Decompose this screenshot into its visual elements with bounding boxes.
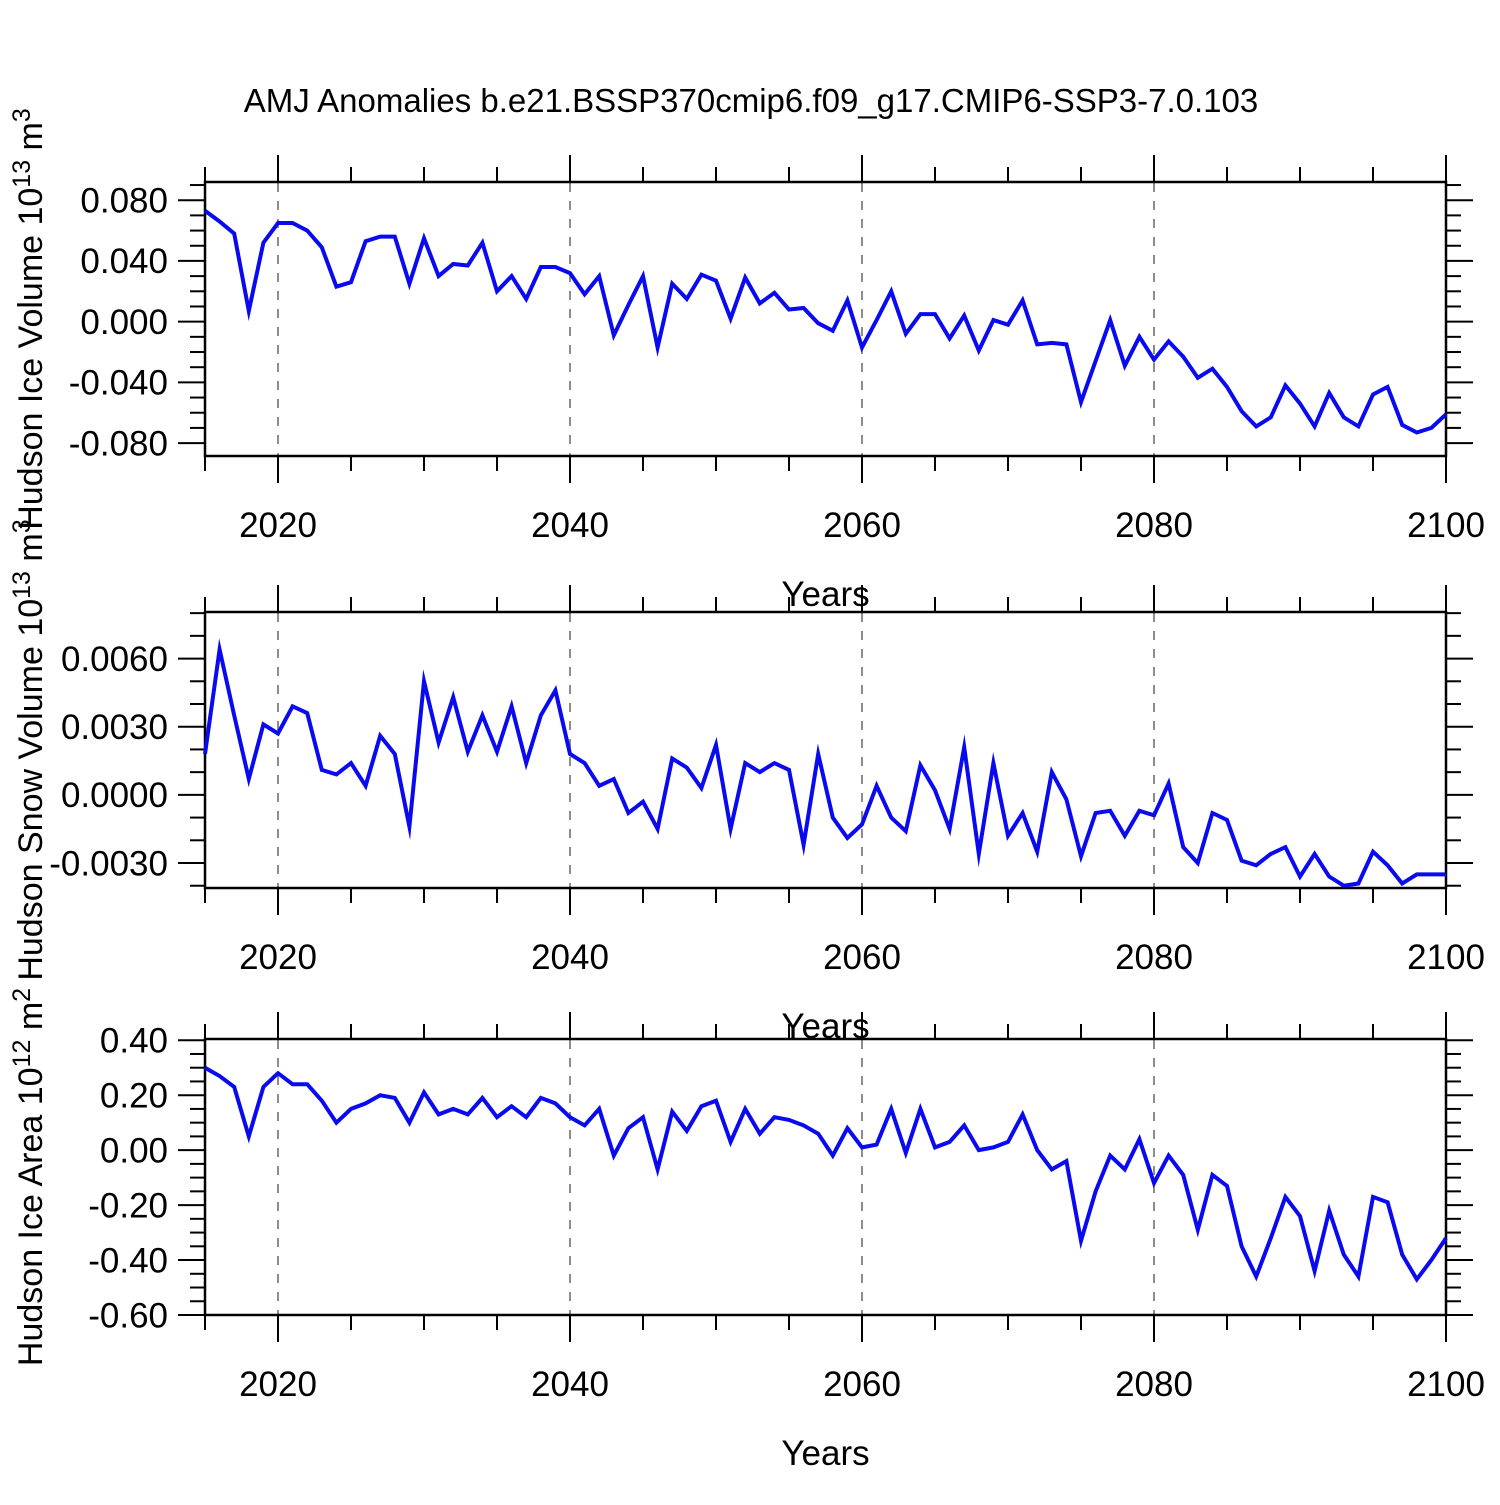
y-tick-label: 0.040	[80, 242, 168, 281]
y-tick-label: 0.20	[100, 1076, 168, 1115]
y-tick-label: 0.0000	[61, 776, 168, 815]
x-tick-label: 2040	[531, 506, 609, 545]
y-axis-title-exponent: 3	[8, 519, 36, 533]
x-tick-label: 2080	[1115, 1365, 1193, 1404]
y-tick-label: -0.40	[88, 1241, 168, 1280]
y-tick-label: 0.0060	[61, 640, 168, 679]
data-line	[203, 638, 1446, 888]
x-axis-title: Years	[781, 575, 869, 614]
y-axis-title-exponent: 13	[8, 571, 36, 599]
panel-frame	[203, 180, 1448, 458]
panels: 2020 2040 2060 2080 2100 0.080 0.040 0.000 -0.04…	[8, 108, 1485, 1473]
y-tick-label: 0.080	[80, 181, 168, 220]
y-axis-title-text: m	[12, 1002, 50, 1040]
y-tick-label: 0.000	[80, 303, 168, 342]
y-tick-label: 0.40	[100, 1021, 168, 1060]
x-tick-label: 2080	[1115, 506, 1193, 545]
y-axis-title-exponent: 12	[8, 1040, 36, 1068]
panel-ice-area: 2020 2040 2060 2080 2100 0.40 0.20 0.00 -0.20 -0.…	[8, 988, 1485, 1473]
y-tick-label: -0.0030	[49, 844, 168, 883]
y-axis-title-text: m	[12, 122, 50, 160]
y-axis-title: Hudson Ice Volume 1013 m3	[8, 108, 50, 530]
panel-snow-volume: 2020 2040 2060 2080 2100 0.0060 0.0030 0.0000 -0…	[8, 519, 1485, 1046]
y-axis-title: Hudson Ice Area 1012 m2	[8, 988, 50, 1366]
data-line	[204, 1065, 1448, 1283]
y-axis-title-exponent: 13	[8, 160, 36, 188]
y-tick-label: -0.60	[88, 1296, 168, 1335]
y-tick-label: -0.040	[69, 364, 168, 403]
y-tick-label: 0.0030	[61, 708, 168, 747]
y-axis-title-text: Hudson Ice Area 10	[12, 1067, 50, 1366]
y-axis-title-text: Hudson Snow Volume 10	[12, 599, 50, 981]
y-tick-label: 0.00	[100, 1131, 168, 1170]
x-tick-label: 2100	[1407, 938, 1485, 977]
x-tick-label: 2080	[1115, 938, 1193, 977]
y-axis-title-exponent: 2	[8, 988, 36, 1002]
x-tick-label: 2060	[823, 506, 901, 545]
y-tick-label: -0.080	[69, 424, 168, 463]
x-tick-label: 2020	[239, 1365, 317, 1404]
data-line	[203, 209, 1448, 435]
panel-frame	[203, 1037, 1448, 1317]
x-tick-label: 2060	[823, 938, 901, 977]
x-tick-label: 2040	[531, 1365, 609, 1404]
x-tick-label: 2020	[239, 506, 317, 545]
x-tick-label: 2100	[1407, 506, 1485, 545]
y-axis-title-exponent: 3	[8, 108, 36, 122]
panel-ice-volume: 2020 2040 2060 2080 2100 0.080 0.040 0.000 -0.04…	[8, 108, 1485, 614]
x-tick-label: 2100	[1407, 1365, 1485, 1404]
x-axis-title: Years	[781, 1434, 869, 1473]
y-axis-title-text: Hudson Ice Volume 10	[12, 188, 50, 530]
x-tick-label: 2060	[823, 1365, 901, 1404]
y-axis-title: Hudson Snow Volume 1013 m3	[8, 519, 50, 980]
y-axis-title-text: m	[12, 533, 50, 571]
figure-title: AMJ Anomalies b.e21.BSSP370cmip6.f09_g17…	[244, 82, 1258, 119]
x-tick-label: 2020	[239, 938, 317, 977]
y-tick-label: -0.20	[88, 1186, 168, 1225]
x-tick-label: 2040	[531, 938, 609, 977]
